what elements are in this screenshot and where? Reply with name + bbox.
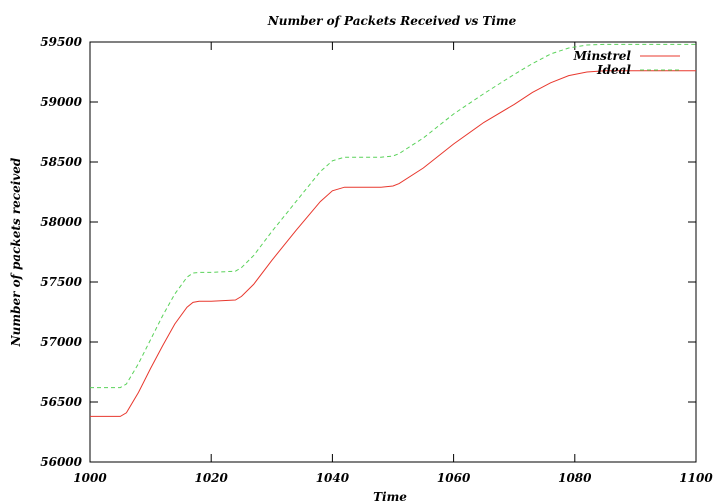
y-tick-label: 56000 xyxy=(40,455,82,469)
y-tick-label: 57000 xyxy=(40,335,82,349)
plot-frame xyxy=(89,41,697,463)
y-axis: 56000 56500 57000 57500 58000 58500 59000 59500 xyxy=(40,35,696,469)
series-line-minstrel xyxy=(90,70,696,417)
legend-label-ideal: Ideal xyxy=(596,63,631,77)
y-tick-label: 58000 xyxy=(40,215,82,229)
x-tick-label: 1040 xyxy=(316,471,350,485)
legend-label-minstrel: Minstrel xyxy=(573,49,632,63)
x-tick-label: 1000 xyxy=(73,471,107,485)
y-tick-label: 56500 xyxy=(40,395,82,409)
x-tick-label: 1060 xyxy=(437,471,471,485)
y-tick-label: 58500 xyxy=(40,155,82,169)
x-tick-label: 1020 xyxy=(194,471,228,485)
chart-title: Number of Packets Received vs Time xyxy=(267,14,517,28)
x-axis-label: Time xyxy=(373,490,407,504)
series-layer xyxy=(90,43,696,417)
series-line-ideal xyxy=(90,43,696,389)
x-tick-label: 1080 xyxy=(558,471,592,485)
x-axis: 1000 1020 1040 1060 1080 1100 xyxy=(73,42,713,485)
y-tick-label: 59500 xyxy=(40,35,82,49)
y-axis-label: Number of packets received xyxy=(9,157,23,347)
x-tick-label: 1100 xyxy=(679,471,713,485)
y-tick-label: 57500 xyxy=(40,275,82,289)
y-tick-label: 59000 xyxy=(40,95,82,109)
